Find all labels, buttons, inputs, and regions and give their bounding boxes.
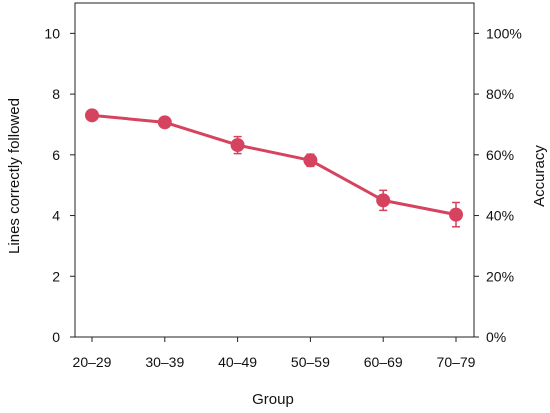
y-tick-label: 2 [52,268,60,284]
y-right-tick-label: 0% [486,329,506,345]
data-point [85,108,99,123]
plot-area [74,2,475,338]
data-point [230,138,245,153]
y-tick-label: 8 [52,86,60,102]
data-point [303,153,318,168]
y-right-tick-label: 60% [486,147,514,163]
x-tick-label: 20–29 [73,354,112,370]
x-tick-label: 40–49 [218,354,257,370]
y-right-tick-label: 40% [486,208,514,224]
data-point [376,193,391,208]
data-point [157,115,172,130]
y-tick-label: 10 [44,25,60,41]
series-line [91,113,457,217]
x-tick-label: 70–79 [437,354,476,370]
y-axis-title-right: Accuracy [531,145,548,207]
x-tick-label: 50–59 [291,354,330,370]
left-y-axis: 0 2 4 6 8 10 [44,25,75,345]
y-axis-title-left: Lines correctly followed [6,98,23,254]
series-group [85,108,463,228]
y-tick-label: 0 [52,329,60,345]
y-right-tick-label: 100% [486,25,522,41]
y-tick-label: 4 [52,208,60,224]
x-axis: 20–29 30–39 40–49 50–59 60–69 70–79 [73,337,476,370]
x-axis-title: Group [252,391,294,408]
right-y-axis: 0% 20% 40% 60% 80% 100% [474,25,522,345]
y-tick-label: 6 [52,147,60,163]
plot-frame [74,2,475,338]
y-right-tick-label: 20% [486,268,514,284]
x-tick-label: 60–69 [364,354,403,370]
y-right-tick-label: 80% [486,86,514,102]
x-tick-label: 30–39 [145,354,184,370]
data-point [449,207,463,222]
